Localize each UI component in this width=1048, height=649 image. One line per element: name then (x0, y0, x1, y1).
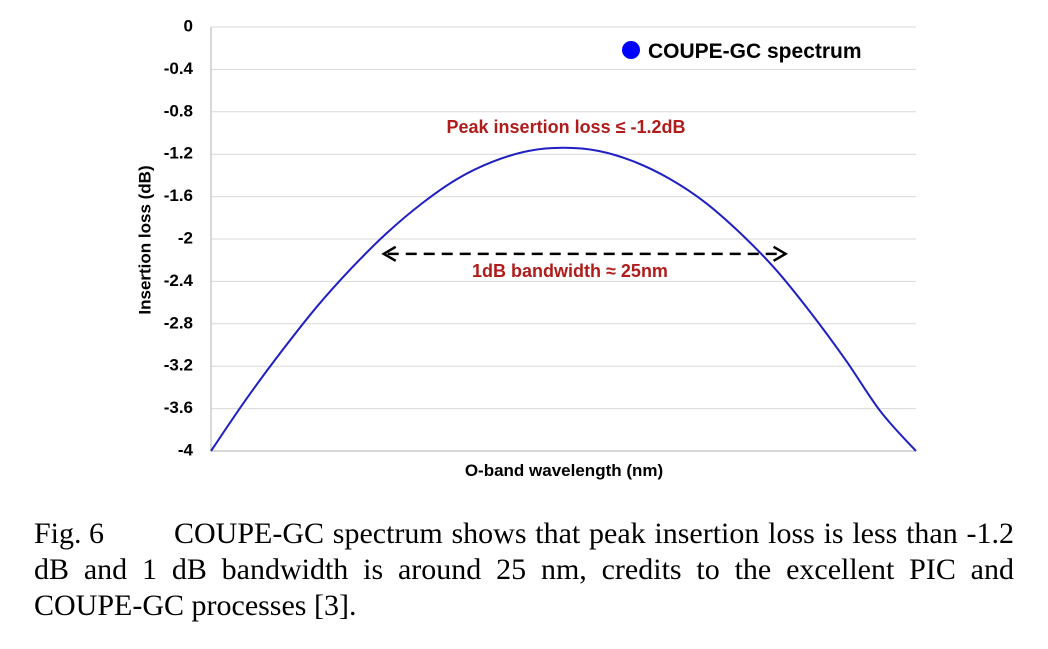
x-axis-title: O-band wavelength (nm) (465, 461, 663, 480)
insertion-loss-chart: 0 -0.4 -0.8 -1.2 -1.6 -2 -2.4 -2.8 -3.2 -3.6 -4 In… (135, 16, 917, 480)
legend: COUPE-GC spectrum (622, 40, 862, 63)
y-tick-label: -3.2 (164, 356, 193, 375)
y-tick-label: -2.4 (164, 271, 194, 290)
figure-caption: Fig. 6 COUPE-GC spectrum shows that peak … (34, 516, 1014, 624)
legend-label: COUPE-GC spectrum (648, 40, 862, 63)
y-tick-label: -3.6 (164, 398, 193, 417)
y-tick-label: -4 (178, 440, 194, 459)
figure-caption-text: COUPE-GC spectrum shows that peak insert… (34, 517, 1014, 622)
y-tick-label: -1.6 (164, 186, 193, 205)
y-tick-label: 0 (184, 16, 193, 35)
bandwidth-arrow (381, 245, 789, 262)
y-tick-label: -2 (178, 228, 193, 247)
figure-label: Fig. 6 (34, 517, 105, 550)
peak-annotation: Peak insertion loss ≤ -1.2dB (447, 117, 686, 137)
bandwidth-arrow-head-left (381, 245, 397, 262)
y-axis-title: Insertion loss (dB) (135, 165, 154, 314)
y-tick-labels: 0 -0.4 -0.8 -1.2 -1.6 -2 -2.4 -2.8 -3.2 -3.6 -4 (164, 16, 194, 459)
y-tick-label: -0.8 (164, 101, 193, 120)
bandwidth-annotation: 1dB bandwidth ≈ 25nm (472, 261, 668, 281)
y-tick-label: -0.4 (164, 59, 194, 78)
gridlines (211, 26, 916, 410)
y-tick-label: -1.2 (164, 144, 193, 163)
bandwidth-arrow-head-right (772, 245, 789, 262)
legend-marker (622, 41, 640, 59)
series-line-coupe-gc (210, 146, 917, 452)
y-tick-label: -2.8 (164, 313, 193, 332)
